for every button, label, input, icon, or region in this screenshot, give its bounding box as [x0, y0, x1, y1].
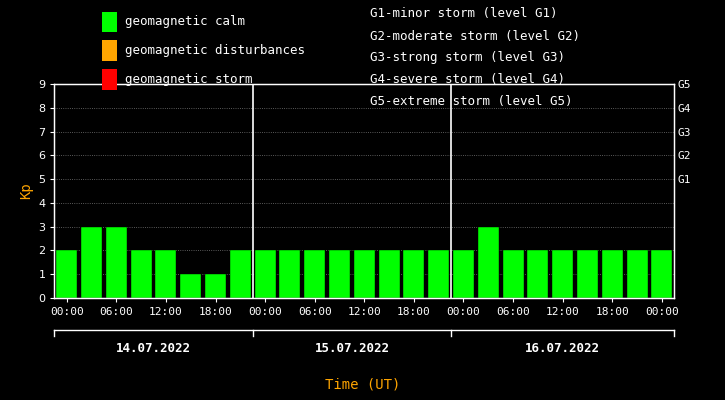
- Bar: [230, 250, 251, 298]
- Text: G2-moderate storm (level G2): G2-moderate storm (level G2): [370, 30, 580, 42]
- Bar: [81, 227, 102, 298]
- Bar: [304, 250, 326, 298]
- Bar: [378, 250, 399, 298]
- Text: G3-strong storm (level G3): G3-strong storm (level G3): [370, 52, 565, 64]
- Y-axis label: Kp: Kp: [19, 183, 33, 199]
- Bar: [453, 250, 474, 298]
- Text: Time (UT): Time (UT): [325, 377, 400, 391]
- Bar: [155, 250, 176, 298]
- Bar: [651, 250, 672, 298]
- Bar: [106, 227, 127, 298]
- Text: G5-extreme storm (level G5): G5-extreme storm (level G5): [370, 96, 572, 108]
- Bar: [552, 250, 573, 298]
- Bar: [527, 250, 548, 298]
- Bar: [205, 274, 226, 298]
- Text: 16.07.2022: 16.07.2022: [525, 342, 600, 354]
- Bar: [181, 274, 202, 298]
- Bar: [502, 250, 523, 298]
- Bar: [354, 250, 375, 298]
- Bar: [57, 250, 78, 298]
- Bar: [254, 250, 276, 298]
- Bar: [577, 250, 598, 298]
- Bar: [279, 250, 300, 298]
- Bar: [428, 250, 450, 298]
- Text: G4-severe storm (level G4): G4-severe storm (level G4): [370, 74, 565, 86]
- Text: 14.07.2022: 14.07.2022: [116, 342, 191, 354]
- Bar: [329, 250, 350, 298]
- Bar: [478, 227, 499, 298]
- Bar: [626, 250, 647, 298]
- Text: 15.07.2022: 15.07.2022: [315, 342, 389, 354]
- Text: geomagnetic disturbances: geomagnetic disturbances: [125, 44, 304, 57]
- Bar: [403, 250, 424, 298]
- Text: geomagnetic storm: geomagnetic storm: [125, 73, 252, 86]
- Text: geomagnetic calm: geomagnetic calm: [125, 16, 245, 28]
- Text: G1-minor storm (level G1): G1-minor storm (level G1): [370, 8, 558, 20]
- Bar: [602, 250, 623, 298]
- Bar: [130, 250, 152, 298]
